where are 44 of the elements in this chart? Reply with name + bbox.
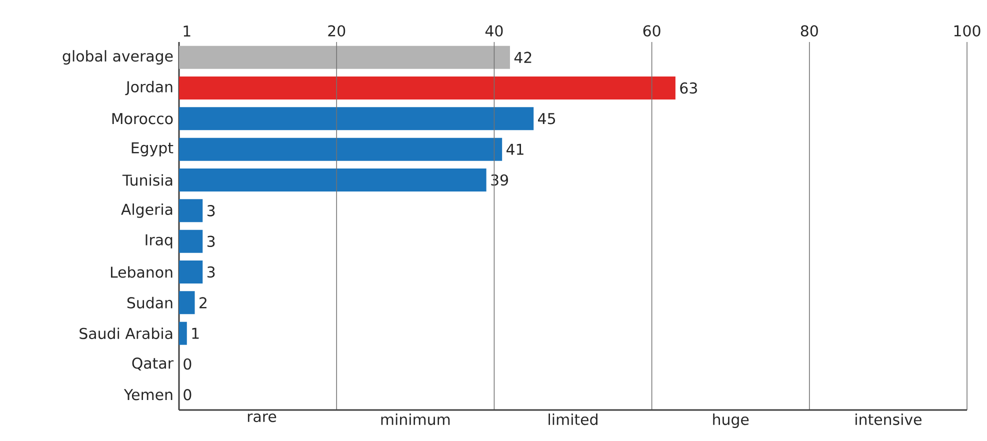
bar [179,199,203,222]
data-label: 3 [207,236,215,247]
bar [179,291,195,314]
data-label: 42 [514,52,532,63]
text: huge [713,414,749,428]
data-label: 45 [538,113,555,124]
x-tick-label: 40 [485,25,503,36]
bar [179,138,502,161]
bar [179,46,510,69]
y-tick-label: global average [62,50,173,65]
data-label: 0 [184,358,192,370]
x-tick-label: 60 [643,25,660,36]
y-tick-label: Algeria [121,203,172,218]
bar [179,322,187,345]
bar [179,107,534,130]
x-tick-label: 100 [954,25,980,36]
x-tick-label: 1 [184,26,190,36]
data-label: 0 [184,389,192,400]
y-tick-label: Yemen [124,389,172,400]
bar [179,260,203,284]
data-label: 63 [680,82,697,94]
y-tick-label: Sudan [127,296,172,308]
y-tick-label: Egypt [132,142,174,156]
text: intensive [856,414,922,426]
bar [179,76,676,100]
data-label: 1 [192,328,199,339]
text: minimum [381,414,450,426]
y-tick-label: Tunisia [122,174,172,186]
data-label: 3 [207,205,215,216]
bar [179,230,203,253]
data-label: 3 [207,266,215,278]
x-tick-label: 80 [800,25,818,36]
data-label: 2 [200,297,206,308]
y-tick-label: Qatar [132,358,174,371]
text: limited [548,414,598,426]
y-tick-label: Saudi Arabia [80,328,172,340]
data-label: 41 [506,144,524,155]
y-tick-label: Morocco [112,113,173,124]
y-tick-label: Iraq [146,234,172,248]
y-tick-label: Lebanon [110,266,172,278]
bar [179,168,486,192]
x-tick-label: 20 [328,25,346,36]
y-tick-label: Jordan [125,80,172,96]
text: rare [248,414,276,422]
